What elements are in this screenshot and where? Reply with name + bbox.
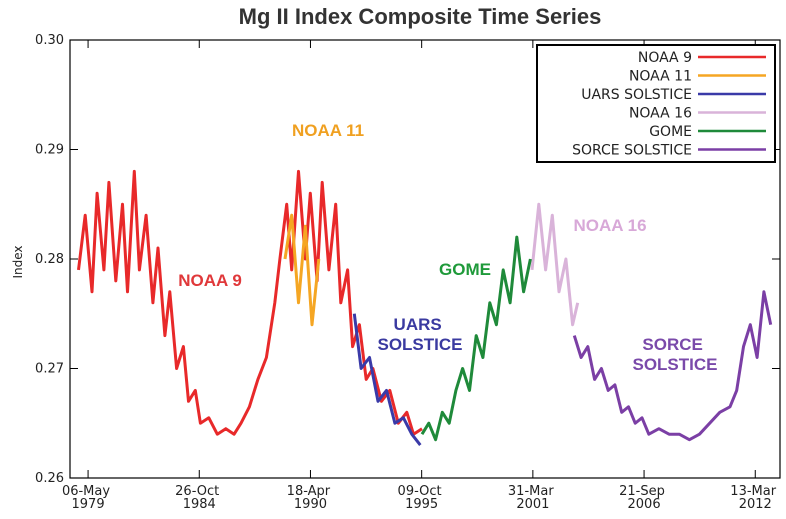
x-tick-label: 06-May 1979 — [62, 484, 114, 512]
y-tick-label: 0.26 — [35, 471, 64, 486]
legend-label: GOME — [649, 124, 692, 140]
y-tick-label: 0.30 — [35, 33, 64, 48]
series-line — [420, 235, 532, 442]
series-line — [352, 313, 422, 447]
x-tick-label: 21-Sep 2006 — [619, 484, 669, 512]
annotation: SORCE SOLSTICE — [632, 335, 717, 374]
annotation: NOAA 9 — [178, 271, 242, 290]
annotation: NOAA 16 — [573, 216, 646, 235]
x-tick-label: 18-Apr 1990 — [287, 484, 335, 512]
series-line — [77, 169, 423, 436]
x-tick-label: 09-Oct 1995 — [398, 484, 446, 512]
y-tick-label: 0.27 — [35, 362, 64, 377]
chart-title: Mg II Index Composite Time Series — [239, 4, 602, 29]
y-tick-label: 0.28 — [35, 252, 64, 267]
annotation: NOAA 11 — [292, 121, 364, 140]
legend-box — [536, 44, 776, 163]
x-tick-label: 26-Oct 1984 — [175, 484, 223, 512]
series-line — [530, 202, 580, 327]
legend-label: NOAA 11 — [629, 69, 692, 85]
series-line — [283, 213, 321, 327]
annotation: UARS SOLSTICE — [377, 315, 462, 354]
y-tick-label: 0.29 — [35, 143, 64, 158]
x-tick-label: 13-Mar 2012 — [730, 484, 780, 512]
y-axis-label: Index — [11, 245, 25, 278]
legend-label: NOAA 16 — [629, 106, 692, 122]
series-line — [572, 290, 773, 442]
legend-label: SORCE SOLSTICE — [572, 143, 692, 159]
legend-label: UARS SOLSTICE — [581, 87, 692, 103]
x-tick-label: 31-Mar 2001 — [508, 484, 558, 512]
annotation: GOME — [439, 260, 491, 279]
legend-label: NOAA 9 — [638, 50, 692, 66]
